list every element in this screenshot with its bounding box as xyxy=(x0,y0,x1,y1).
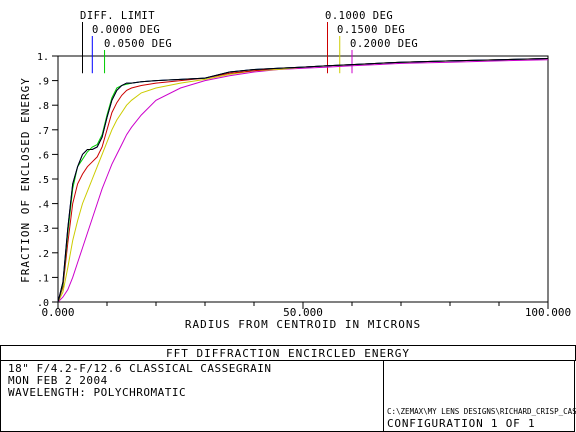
wavelength-line: WAVELENGTH: POLYCHROMATIC xyxy=(8,386,187,399)
legend-label: 0.2000 DEG xyxy=(350,38,418,50)
y-tick-label: .6 xyxy=(37,150,49,161)
file-path: C:\ZEMAX\MY LENS DESIGNS\RICHARD_CRISP_C… xyxy=(387,407,576,416)
lens-description: 18" F/4.2-F/12.6 CLASSICAL CASSEGRAIN xyxy=(8,362,272,375)
configuration-label: CONFIGURATION 1 OF 1 xyxy=(387,417,536,430)
legend-label: 0.1500 DEG xyxy=(337,24,405,36)
y-tick-label: .2 xyxy=(37,249,49,260)
x-tick-label: 100.000 xyxy=(525,306,571,319)
x-axis-ticks: 0.000 50.000 100.000 xyxy=(41,302,571,319)
series-lines xyxy=(57,58,549,303)
legend-label: 0.0500 DEG xyxy=(104,38,172,50)
y-tick-label: .7 xyxy=(37,126,49,137)
chart-background xyxy=(0,0,576,345)
date-line: MON FEB 2 2004 xyxy=(8,374,108,387)
x-tick-label: 0.000 xyxy=(41,306,74,319)
y-tick-label: .0 xyxy=(37,298,49,309)
field-legend: DIFF. LIMIT 0.0000 DEG 0.0500 DEG 0.1000 DE… xyxy=(80,10,418,50)
y-axis-label: FRACTION OF ENCLOSED ENERGY xyxy=(19,77,32,283)
file-info-box: C:\ZEMAX\MY LENS DESIGNS\RICHARD_CRISP_C… xyxy=(383,360,576,432)
y-tick-label: .1 xyxy=(37,273,49,284)
y-tick-label: .3 xyxy=(37,224,49,235)
chart-title: FFT DIFFRACTION ENCIRCLED ENERGY xyxy=(166,347,410,360)
series-line-5 xyxy=(57,59,549,303)
field-markers xyxy=(82,22,353,74)
legend-label: DIFF. LIMIT xyxy=(80,10,155,22)
x-axis-label: RADIUS FROM CENTROID IN MICRONS xyxy=(185,318,421,331)
series-line-0 xyxy=(57,58,549,303)
y-tick-label: .5 xyxy=(37,175,49,186)
legend-label: 0.0000 DEG xyxy=(92,24,160,36)
y-tick-label: .9 xyxy=(37,77,49,88)
lens-info-box: 18" F/4.2-F/12.6 CLASSICAL CASSEGRAIN MO… xyxy=(0,360,384,432)
y-tick-label: .8 xyxy=(37,101,49,112)
y-axis-ticks: .0 .1 .2 .3 .4 .5 .6 .7 .8 .9 1. xyxy=(37,52,58,309)
legend-label: 0.1000 DEG xyxy=(325,10,393,22)
caption-bar: FFT DIFFRACTION ENCIRCLED ENERGY xyxy=(0,345,576,361)
y-tick-label: 1. xyxy=(37,52,49,63)
y-tick-label: .4 xyxy=(37,200,49,211)
encircled-energy-chart: .0 .1 .2 .3 .4 .5 .6 .7 .8 .9 1. 0.000 50.000 100.00… xyxy=(0,0,576,345)
x-tick-label: 50.000 xyxy=(283,306,323,319)
